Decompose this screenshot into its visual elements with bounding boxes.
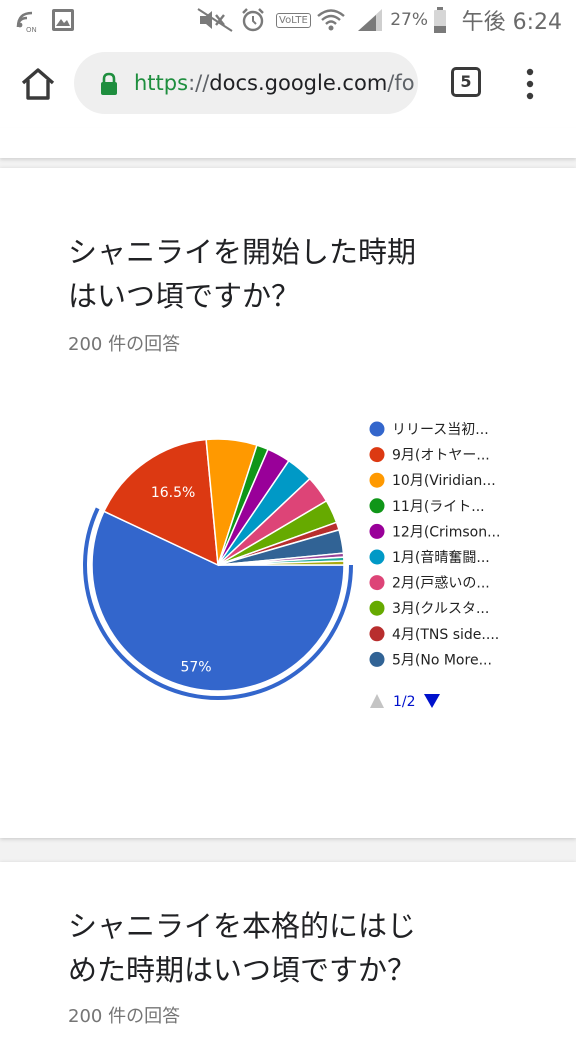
battery-icon xyxy=(432,6,448,34)
legend-item[interactable]: 12月(Crimson... xyxy=(392,524,500,540)
question-card-2: シャニライを本格的にはじ めた時期はいつ頃ですか？ 200 件の回答 xyxy=(0,862,576,1062)
svg-text:ON: ON xyxy=(26,26,37,33)
legend-swatch xyxy=(369,575,385,591)
legend-swatch xyxy=(369,472,385,488)
legend-swatch xyxy=(369,626,385,642)
pie-slice[interactable] xyxy=(217,560,345,566)
legend-item[interactable]: 1月(音晴奮闘... xyxy=(392,549,490,566)
home-button[interactable] xyxy=(18,64,58,104)
legend-item[interactable]: 3月(クルスタ... xyxy=(392,601,489,617)
slice-label: 57% xyxy=(180,659,211,675)
legend-item[interactable]: 5月(No More... xyxy=(392,652,492,668)
legend-swatch xyxy=(369,447,385,463)
question-title: シャニライを本格的にはじ めた時期はいつ頃ですか？ xyxy=(68,909,417,987)
address-bar[interactable]: https://docs.google.com/fo xyxy=(74,52,418,114)
response-count: 200 件の回答 xyxy=(68,1006,181,1027)
slice-label: 16.5% xyxy=(151,485,195,501)
pie-slice[interactable] xyxy=(102,438,219,567)
response-count: 200 件の回答 xyxy=(68,334,181,355)
overflow-menu-button[interactable] xyxy=(522,66,538,102)
volte-icon: VoLTE xyxy=(276,6,311,34)
browser-toolbar: https://docs.google.com/fo 5 xyxy=(0,40,576,129)
legend-item[interactable]: 11月(ライト... xyxy=(392,499,485,515)
legend-item[interactable]: 4月(TNS side.... xyxy=(392,627,499,643)
legend-next-page-icon[interactable] xyxy=(424,694,440,708)
gallery-icon xyxy=(50,6,76,34)
legend-swatch xyxy=(369,421,385,437)
alarm-icon xyxy=(240,6,266,34)
signal-icon xyxy=(356,6,384,34)
home-icon xyxy=(21,68,55,100)
question-title: シャニライを開始した時期 はいつ頃ですか？ xyxy=(68,235,417,313)
clock: 午後 6:24 xyxy=(461,10,562,35)
url-text: https://docs.google.com/fo xyxy=(134,71,415,95)
tab-switcher-button[interactable]: 5 xyxy=(451,67,481,97)
selected-slice-highlight xyxy=(83,507,353,700)
lock-icon xyxy=(101,72,117,95)
question-card-1: シャニライを開始した時期 はいつ頃ですか？ 200 件の回答 57% 16.5% リ… xyxy=(0,168,576,838)
legend-swatch xyxy=(369,600,385,616)
pie-chart[interactable]: 57% 16.5% リリース当初... 9月(オトヤー... 10月(Viridian.… xyxy=(0,168,576,728)
more-vert-icon xyxy=(526,68,534,100)
battery-percent: 27% xyxy=(390,10,428,30)
legend-swatch xyxy=(369,651,385,667)
legend-prev-page-icon[interactable] xyxy=(370,694,384,708)
legend-page-indicator: 1/2 xyxy=(393,694,416,710)
legend-item[interactable]: 2月(戸惑いの... xyxy=(392,576,490,592)
nfc-icon: ON xyxy=(14,6,40,34)
legend-swatch xyxy=(369,549,385,565)
pie-slice[interactable] xyxy=(91,510,345,692)
legend-item[interactable]: 9月(オトヤー... xyxy=(392,448,490,464)
legend-swatch xyxy=(369,523,385,539)
mute-icon xyxy=(196,6,234,34)
legend-swatch xyxy=(369,498,385,514)
legend-item[interactable]: リリース当初... xyxy=(392,421,489,438)
legend-item[interactable]: 10月(Viridian... xyxy=(392,473,496,489)
wifi-icon xyxy=(316,6,346,34)
previous-card xyxy=(0,128,576,158)
status-bar: ON VoLTE xyxy=(0,0,576,40)
